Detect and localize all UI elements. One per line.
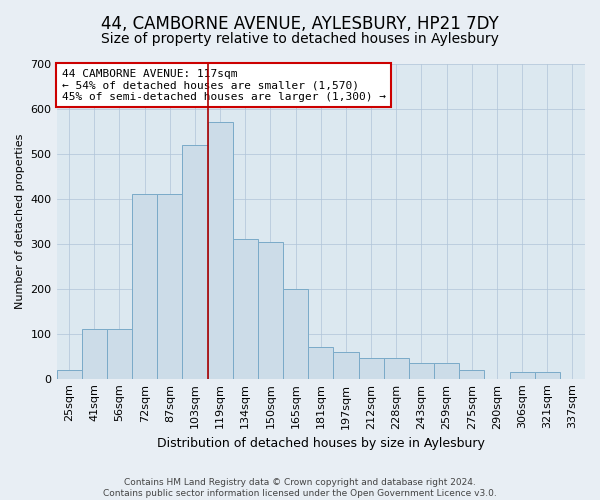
Bar [56, 370, 82, 378]
X-axis label: Distribution of detached houses by size in Aylesbury: Distribution of detached houses by size … [157, 437, 485, 450]
Bar [334, 352, 359, 378]
Bar [459, 370, 484, 378]
Bar [233, 240, 258, 378]
Bar [107, 329, 132, 378]
Text: 44 CAMBORNE AVENUE: 117sqm
← 54% of detached houses are smaller (1,570)
45% of s: 44 CAMBORNE AVENUE: 117sqm ← 54% of deta… [62, 68, 386, 102]
Bar [359, 358, 383, 378]
Bar [383, 358, 409, 378]
Bar [258, 242, 283, 378]
Text: Size of property relative to detached houses in Aylesbury: Size of property relative to detached ho… [101, 32, 499, 46]
Bar [535, 372, 560, 378]
Text: Contains HM Land Registry data © Crown copyright and database right 2024.
Contai: Contains HM Land Registry data © Crown c… [103, 478, 497, 498]
Bar [409, 363, 434, 378]
Bar [182, 145, 208, 378]
Y-axis label: Number of detached properties: Number of detached properties [15, 134, 25, 309]
Bar [283, 289, 308, 378]
Bar [509, 372, 535, 378]
Bar [208, 122, 233, 378]
Bar [82, 329, 107, 378]
Bar [434, 363, 459, 378]
Bar [308, 347, 334, 378]
Bar [157, 194, 182, 378]
Text: 44, CAMBORNE AVENUE, AYLESBURY, HP21 7DY: 44, CAMBORNE AVENUE, AYLESBURY, HP21 7DY [101, 15, 499, 33]
Bar [132, 194, 157, 378]
